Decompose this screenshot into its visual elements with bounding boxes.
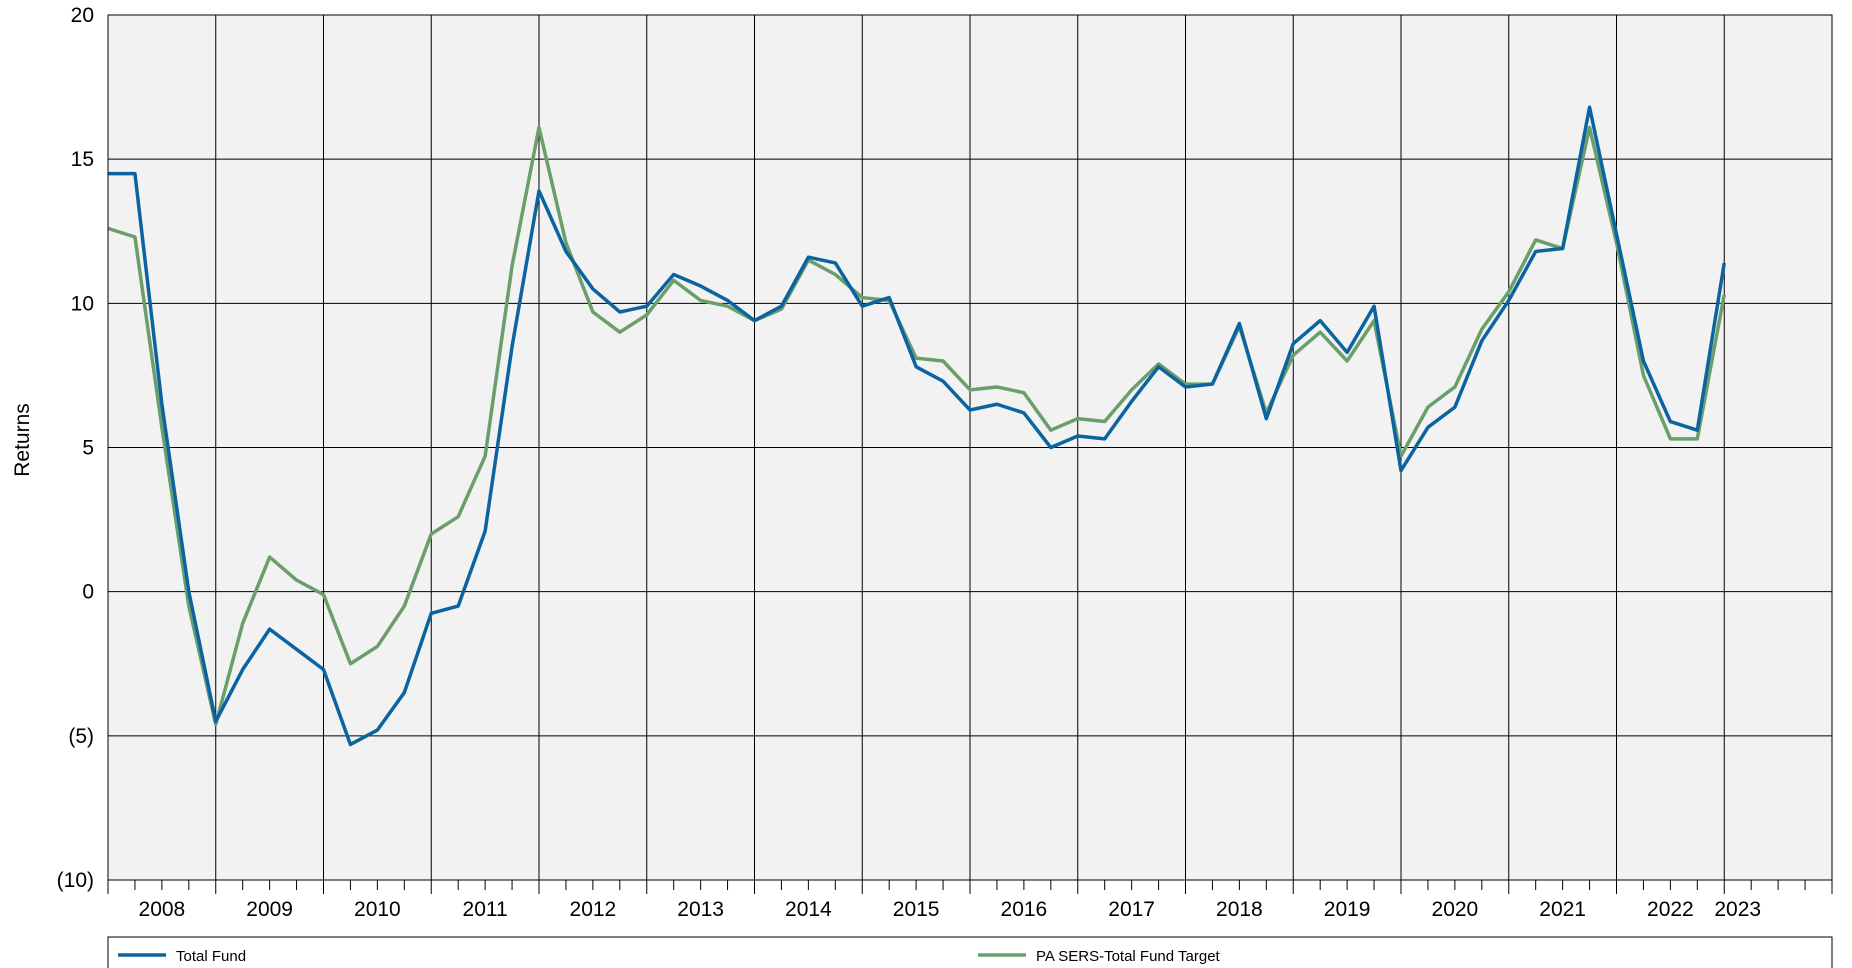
x-tick-label: 2022: [1647, 898, 1694, 921]
series-layer: [107, 105, 1726, 747]
x-tick-label: 2017: [1108, 898, 1155, 921]
x-tick-label: 2018: [1216, 898, 1263, 921]
x-tick-label: 2012: [570, 898, 617, 921]
y-tick-label: (5): [68, 725, 94, 748]
x-tick-label: 2023: [1714, 898, 1761, 921]
y-tick-label: 20: [71, 4, 94, 27]
series-line: [107, 125, 1726, 727]
x-axis-ticks: 2008 2009 2010 2011 2012 2013 2014 2015 2016 2017…: [107, 880, 1833, 921]
y-tick-label: 15: [71, 148, 94, 171]
series-line: [108, 105, 1726, 747]
x-tick-label: 2011: [463, 898, 508, 921]
x-tick-label: 2015: [893, 898, 940, 921]
legend-box: [107, 936, 1833, 968]
x-tick-label: 2013: [677, 898, 724, 921]
x-tick-label: 2019: [1324, 898, 1371, 921]
y-tick-label: (10): [57, 869, 94, 892]
legend-entry: PA SERS-Total Fund Target: [1036, 948, 1221, 965]
legend: Total Fund PA SERS-Total Fund Target: [107, 936, 1833, 968]
x-tick-label: 2009: [246, 898, 293, 921]
gridlines: [108, 14, 1833, 881]
y-tick-label: 5: [82, 437, 94, 460]
legend-entry: Total Fund: [176, 948, 246, 965]
x-tick-label: 2010: [354, 898, 401, 921]
x-tick-label: 2020: [1432, 898, 1479, 921]
x-tick-label: 2016: [1001, 898, 1048, 921]
x-tick-label: 2014: [785, 898, 832, 921]
y-tick-label: 10: [71, 292, 94, 315]
x-tick-label: 2008: [139, 898, 186, 921]
y-axis-label: Returns: [11, 403, 34, 477]
x-tick-label: 2021: [1539, 898, 1586, 921]
y-tick-label: 0: [82, 581, 94, 604]
y-axis-ticks: 20 15 10 5 0 (5) (10): [57, 4, 94, 892]
